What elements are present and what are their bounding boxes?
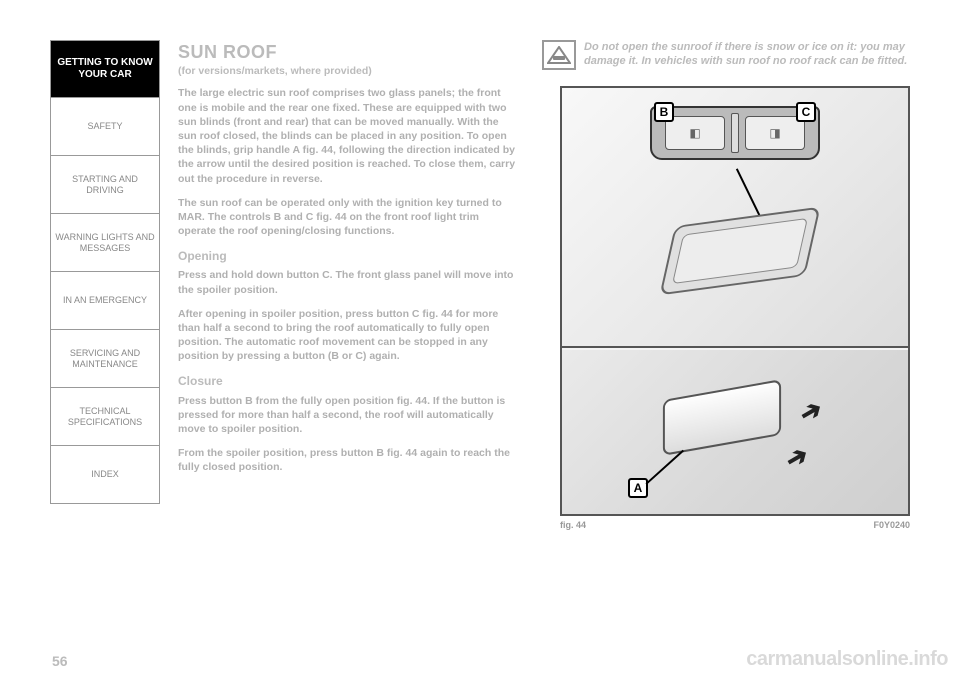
heading-opening: Opening xyxy=(178,248,518,264)
text-column: SUN ROOF (for versions/markets, where pr… xyxy=(178,40,518,640)
label-b: B xyxy=(654,102,674,122)
arrow-icon: ➔ xyxy=(780,439,814,477)
label-c: C xyxy=(796,102,816,122)
control-button-b-icon: ◧ xyxy=(665,116,725,150)
sidebar-item-getting-to-know[interactable]: GETTING TO KNOW YOUR CAR xyxy=(50,40,160,98)
sidebar-item-warning-lights[interactable]: WARNING LIGHTS AND MESSAGES xyxy=(50,214,160,272)
leader-line xyxy=(736,168,761,218)
paragraph-close-2: From the spoiler position, press button … xyxy=(178,446,518,474)
page-number: 56 xyxy=(52,653,68,669)
sidebar-item-index[interactable]: INDEX xyxy=(50,446,160,504)
content-area: SUN ROOF (for versions/markets, where pr… xyxy=(160,40,910,640)
label-a: A xyxy=(628,478,648,498)
paragraph-open-1: Press and hold down button C. The front … xyxy=(178,268,518,296)
figure-number: fig. 44 xyxy=(560,520,586,530)
heading-closure: Closure xyxy=(178,373,518,389)
roof-control-panel: ◧ ◨ xyxy=(650,106,820,160)
page: GETTING TO KNOW YOUR CAR SAFETY STARTING… xyxy=(50,40,910,640)
paragraph-operation: The sun roof can be operated only with t… xyxy=(178,196,518,239)
figure-caption: fig. 44 F0Y0240 xyxy=(560,520,910,530)
paragraph-close-1: Press button B from the fully open posit… xyxy=(178,394,518,437)
sidebar-item-safety[interactable]: SAFETY xyxy=(50,98,160,156)
figure-column: Do not open the sunroof if there is snow… xyxy=(542,40,910,640)
leader-line xyxy=(645,449,683,484)
paragraph-intro: The large electric sun roof comprises tw… xyxy=(178,86,518,185)
figure-44: ◧ ◨ B C ➔ ➔ A xyxy=(560,86,910,516)
paragraph-open-2: After opening in spoiler position, press… xyxy=(178,307,518,364)
sidebar-nav: GETTING TO KNOW YOUR CAR SAFETY STARTING… xyxy=(50,40,160,640)
blind-handle-illustration xyxy=(663,379,781,456)
warning-icon xyxy=(542,40,576,70)
roof-recess-illustration xyxy=(659,207,820,296)
sidebar-item-starting-driving[interactable]: STARTING AND DRIVING xyxy=(50,156,160,214)
page-subtitle: (for versions/markets, where provided) xyxy=(178,64,518,78)
warning-text: Do not open the sunroof if there is snow… xyxy=(584,40,910,69)
watermark: carmanualsonline.info xyxy=(746,648,948,671)
page-title: SUN ROOF xyxy=(178,40,518,64)
figure-ref-code: F0Y0240 xyxy=(873,520,910,530)
control-divider xyxy=(731,113,739,153)
sidebar-item-servicing[interactable]: SERVICING AND MAINTENANCE xyxy=(50,330,160,388)
figure-bottom-panel: ➔ ➔ A xyxy=(562,350,908,514)
arrow-icon: ➔ xyxy=(794,393,828,431)
sidebar-item-emergency[interactable]: IN AN EMERGENCY xyxy=(50,272,160,330)
sidebar-item-technical[interactable]: TECHNICAL SPECIFICATIONS xyxy=(50,388,160,446)
figure-top-panel: ◧ ◨ B C xyxy=(562,88,908,348)
warning-block: Do not open the sunroof if there is snow… xyxy=(542,40,910,70)
